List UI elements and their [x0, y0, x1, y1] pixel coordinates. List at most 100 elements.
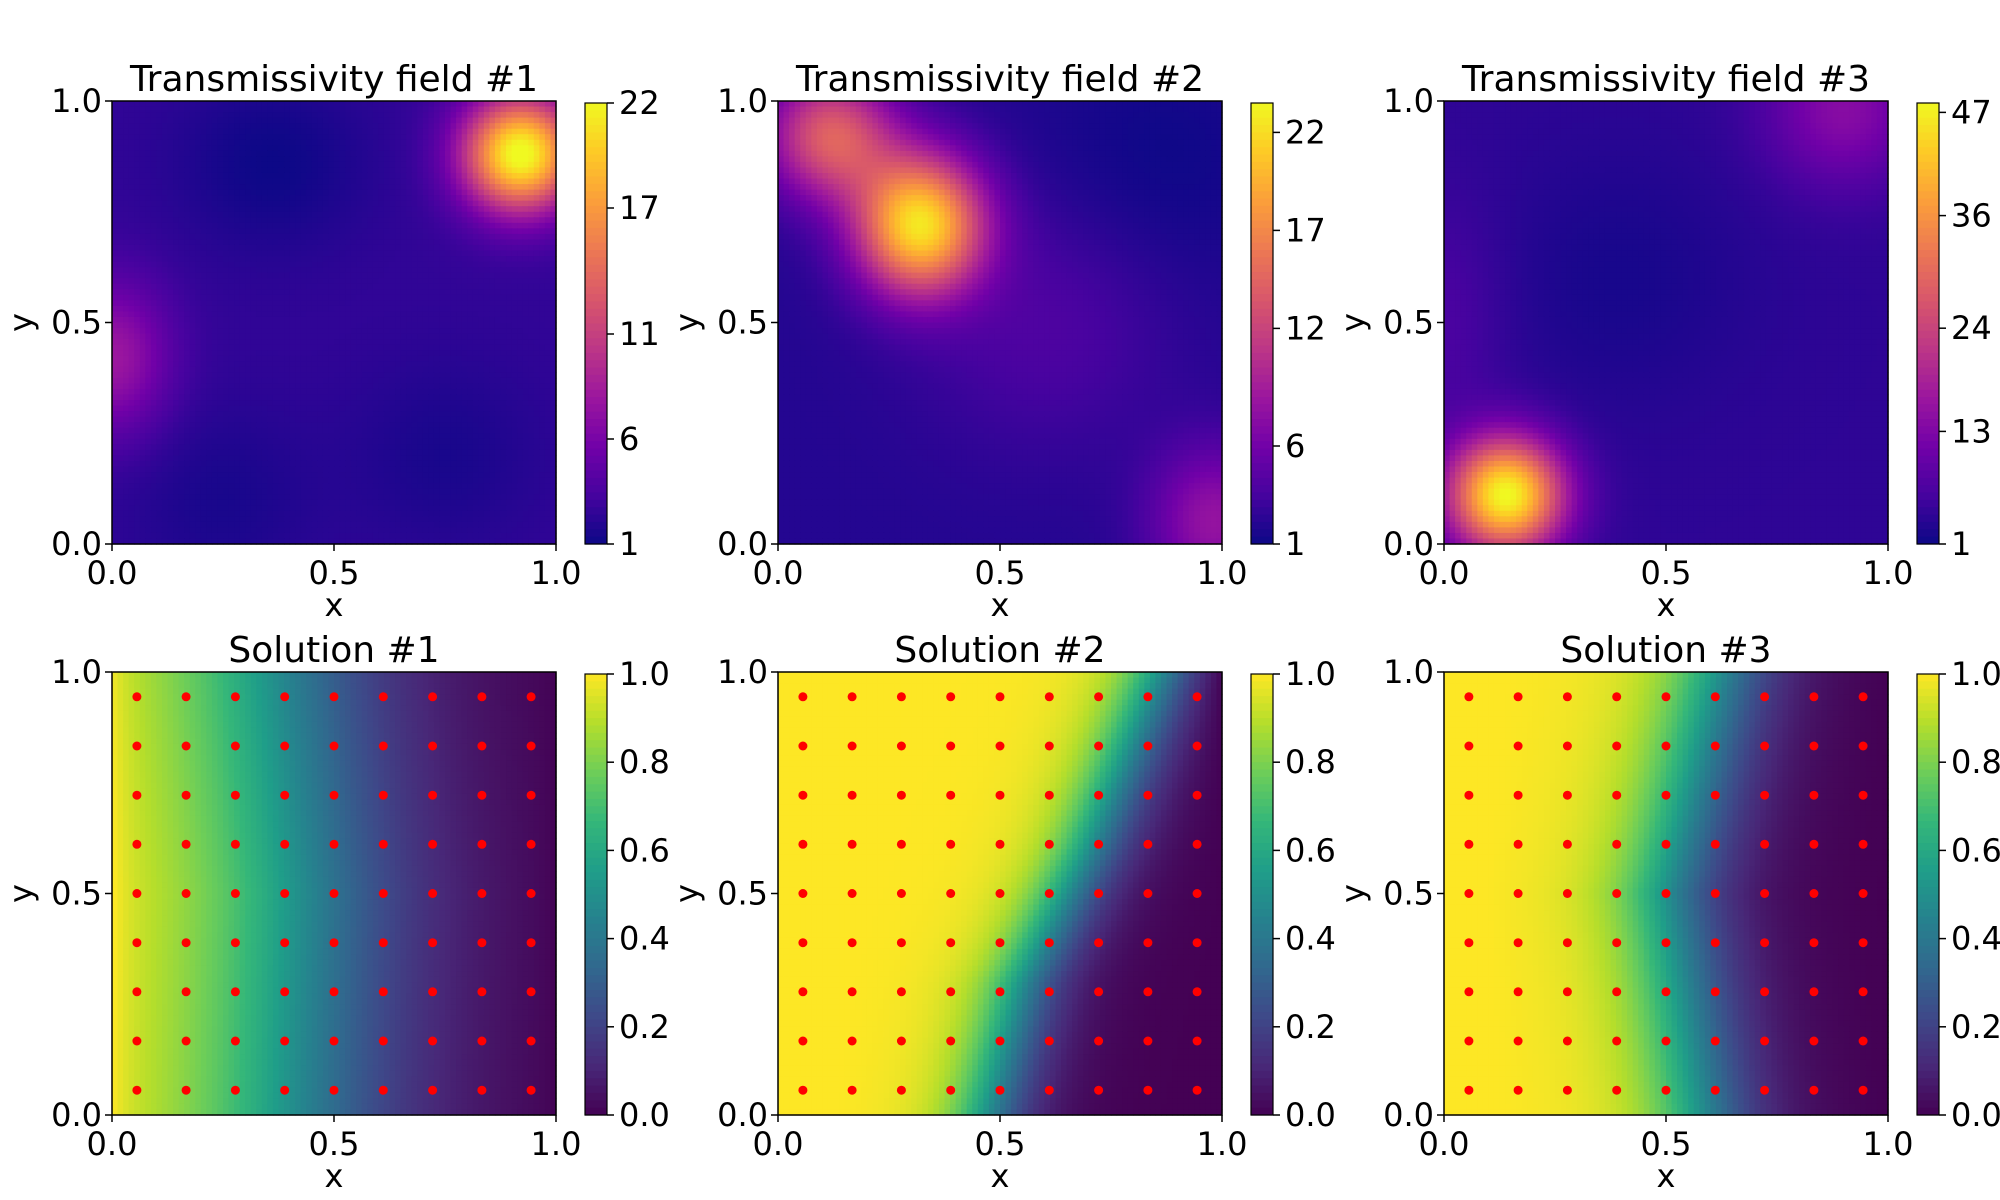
heatmap-cell — [290, 345, 296, 351]
heatmap-cell — [273, 311, 279, 317]
heatmap-cell — [234, 206, 240, 212]
heatmap-cell — [134, 289, 140, 295]
heatmap-cell — [434, 251, 440, 257]
heatmap-cell — [156, 179, 162, 185]
heatmap-cell — [262, 107, 268, 113]
heatmap-cell — [512, 234, 518, 240]
heatmap-cell — [129, 422, 135, 428]
heatmap-cell — [384, 289, 390, 295]
heatmap-cell — [162, 190, 168, 196]
heatmap-cell — [190, 417, 196, 423]
heatmap-cell — [168, 339, 174, 345]
heatmap-cell — [489, 134, 495, 140]
heatmap-cell — [334, 284, 340, 290]
heatmap-cell — [295, 383, 301, 389]
heatmap-cell — [501, 118, 507, 124]
heatmap-cell — [240, 311, 246, 317]
heatmap-cell — [229, 356, 235, 362]
heatmap-cell — [201, 383, 207, 389]
heatmap-cell — [462, 112, 468, 118]
heatmap-cell — [484, 184, 490, 190]
heatmap-cell — [251, 334, 257, 340]
heatmap-cell — [129, 444, 135, 450]
heatmap-cell — [118, 439, 124, 445]
heatmap-cell — [462, 245, 468, 251]
heatmap-cell — [245, 239, 251, 245]
heatmap-cell — [123, 328, 129, 334]
heatmap-cell — [378, 300, 384, 306]
heatmap-cell — [406, 278, 412, 284]
heatmap-cell — [306, 129, 312, 135]
heatmap-cell — [184, 361, 190, 367]
heatmap-cell — [212, 167, 218, 173]
heatmap-cell — [134, 433, 140, 439]
heatmap-cell — [390, 217, 396, 223]
heatmap-cell — [162, 406, 168, 412]
heatmap-cell — [256, 262, 262, 268]
heatmap-cell — [395, 394, 401, 400]
heatmap-cell — [340, 273, 346, 279]
heatmap-cell — [151, 206, 157, 212]
heatmap-cell — [539, 300, 545, 306]
heatmap-cell — [245, 289, 251, 295]
heatmap-cell — [312, 317, 318, 323]
heatmap-cell — [267, 411, 273, 417]
heatmap-cell — [534, 383, 540, 389]
heatmap-cell — [217, 311, 223, 317]
heatmap-cell — [229, 300, 235, 306]
heatmap-cell — [112, 400, 118, 406]
heatmap-cell — [473, 184, 479, 190]
heatmap-cell — [378, 140, 384, 146]
heatmap-cell — [162, 140, 168, 146]
heatmap-cell — [384, 356, 390, 362]
heatmap-cell — [489, 129, 495, 135]
heatmap-cell — [378, 212, 384, 218]
heatmap-cell — [251, 201, 257, 207]
heatmap-cell — [351, 328, 357, 334]
heatmap-cell — [184, 383, 190, 389]
heatmap-cell — [523, 223, 529, 229]
heatmap-cell — [517, 289, 523, 295]
heatmap-cell — [456, 334, 462, 340]
heatmap-cell — [462, 372, 468, 378]
heatmap-cell — [190, 378, 196, 384]
heatmap-cell — [179, 212, 185, 218]
heatmap-cell — [523, 167, 529, 173]
heatmap-cell — [195, 356, 201, 362]
heatmap-cell — [445, 295, 451, 301]
heatmap-cell — [317, 245, 323, 251]
heatmap-cell — [517, 262, 523, 268]
heatmap-cell — [356, 239, 362, 245]
heatmap-cell — [217, 262, 223, 268]
heatmap-cell — [328, 317, 334, 323]
heatmap-cell — [384, 118, 390, 124]
heatmap-cell — [539, 201, 545, 207]
heatmap-cell — [439, 179, 445, 185]
heatmap-cell — [523, 201, 529, 207]
heatmap-cell — [156, 195, 162, 201]
heatmap-cell — [251, 190, 257, 196]
heatmap-cell — [467, 184, 473, 190]
heatmap-cell — [129, 267, 135, 273]
heatmap-cell — [301, 217, 307, 223]
heatmap-cell — [229, 179, 235, 185]
heatmap-cell — [273, 206, 279, 212]
heatmap-cell — [134, 428, 140, 434]
heatmap-cell — [523, 417, 529, 423]
heatmap-cell — [356, 234, 362, 240]
heatmap-cell — [284, 289, 290, 295]
heatmap-cell — [401, 406, 407, 412]
heatmap-cell — [545, 295, 551, 301]
heatmap-cell — [212, 406, 218, 412]
heatmap-cell — [528, 134, 534, 140]
heatmap-cell — [295, 107, 301, 113]
heatmap-cell — [195, 278, 201, 284]
heatmap-cell — [412, 372, 418, 378]
heatmap-cell — [445, 118, 451, 124]
heatmap-cell — [423, 278, 429, 284]
heatmap-cell — [234, 245, 240, 251]
heatmap-cell — [439, 118, 445, 124]
heatmap-cell — [423, 129, 429, 135]
heatmap-cell — [290, 145, 296, 151]
heatmap-cell — [206, 156, 212, 162]
